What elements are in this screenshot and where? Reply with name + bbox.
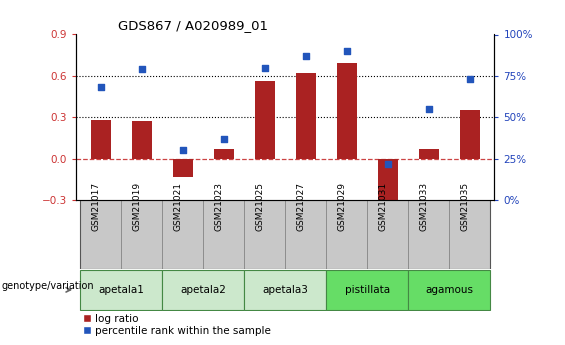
Bar <box>172 159 193 177</box>
Text: GDS867 / A020989_01: GDS867 / A020989_01 <box>118 19 268 32</box>
Text: genotype/variation: genotype/variation <box>1 282 94 291</box>
Bar <box>327 270 408 310</box>
Bar <box>419 149 439 159</box>
Text: GSM21027: GSM21027 <box>297 182 306 231</box>
Bar <box>285 200 327 269</box>
Legend: log ratio, percentile rank within the sample: log ratio, percentile rank within the sa… <box>79 309 275 340</box>
Point <box>219 136 228 141</box>
Bar <box>449 200 490 269</box>
Bar <box>162 270 244 310</box>
Bar <box>203 200 244 269</box>
Bar <box>255 81 275 159</box>
Bar <box>377 159 398 211</box>
Point <box>137 67 146 72</box>
Bar <box>408 270 490 310</box>
Bar <box>295 73 316 159</box>
Bar <box>327 200 367 269</box>
Text: GSM21021: GSM21021 <box>174 182 183 231</box>
Text: GSM21033: GSM21033 <box>420 182 429 231</box>
Point <box>424 106 433 112</box>
Point <box>383 161 392 166</box>
Bar <box>132 121 152 159</box>
Text: apetala3: apetala3 <box>262 285 308 295</box>
Point <box>179 148 188 153</box>
Text: apetala1: apetala1 <box>98 285 144 295</box>
Bar <box>214 149 234 159</box>
Text: GSM21035: GSM21035 <box>461 182 470 231</box>
Point <box>301 53 310 59</box>
Bar <box>244 270 327 310</box>
Text: GSM21031: GSM21031 <box>379 182 388 231</box>
Bar <box>459 110 480 159</box>
Bar <box>367 200 408 269</box>
Text: GSM21029: GSM21029 <box>338 182 347 231</box>
Text: GSM21019: GSM21019 <box>133 182 142 231</box>
Bar <box>337 63 357 159</box>
Point <box>465 77 474 82</box>
Text: GSM21025: GSM21025 <box>256 182 265 231</box>
Bar <box>80 270 162 310</box>
Bar <box>80 200 121 269</box>
Bar <box>121 200 162 269</box>
Text: apetala2: apetala2 <box>180 285 226 295</box>
Point <box>260 65 270 70</box>
Point <box>342 48 351 54</box>
Bar <box>90 120 111 159</box>
Text: GSM21023: GSM21023 <box>215 182 224 231</box>
Text: agamous: agamous <box>425 285 473 295</box>
Bar <box>162 200 203 269</box>
Text: pistillata: pistillata <box>345 285 390 295</box>
Point <box>97 85 106 90</box>
Bar <box>244 200 285 269</box>
Text: GSM21017: GSM21017 <box>92 182 101 231</box>
Bar <box>408 200 449 269</box>
